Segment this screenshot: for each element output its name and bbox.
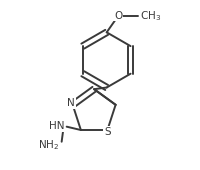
- Text: NH$_2$: NH$_2$: [38, 138, 59, 152]
- Text: HN: HN: [49, 121, 64, 131]
- Text: O: O: [114, 11, 123, 21]
- Text: S: S: [104, 127, 111, 137]
- Text: CH$_3$: CH$_3$: [140, 9, 161, 22]
- Text: N: N: [67, 98, 75, 108]
